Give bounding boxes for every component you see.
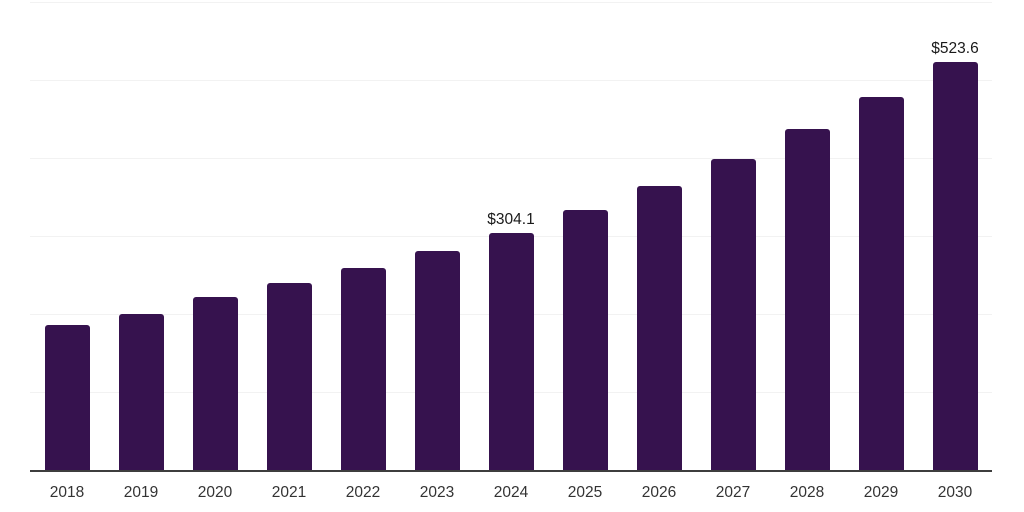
bar-column-2027 [696,2,770,470]
bar-2029 [858,96,904,470]
x-tick-2021: 2021 [271,484,307,501]
bar-column-2030: $523.6 [918,2,992,470]
bar-2023 [414,250,460,470]
bar-2030 [932,61,978,470]
bar-column-2020 [178,2,252,470]
x-tick-2025: 2025 [567,484,603,501]
bar-column-2028 [770,2,844,470]
bar-value-label-2030: $523.6 [931,40,979,58]
bar-column-2029 [844,2,918,470]
x-tick-2023: 2023 [419,484,455,501]
x-axis-line [30,470,992,472]
bar-2020 [192,297,238,470]
bar-column-2025 [548,2,622,470]
x-tick-2019: 2019 [123,484,159,501]
x-axis-labels: 2018 2019 2020 2021 2022 2023 2024 2025 2026 2027… [30,470,992,512]
x-tick-2020: 2020 [197,484,233,501]
x-tick-2018: 2018 [49,484,85,501]
plot-area: $304.1 $523.6 [30,2,992,472]
bar-2024 [488,232,534,470]
bar-column-2023 [400,2,474,470]
bar-column-2026 [622,2,696,470]
bar-2027 [710,158,756,470]
bar-column-2019 [104,2,178,470]
bar-2021 [266,282,312,470]
bar-2028 [784,129,830,470]
bar-2018 [44,324,90,470]
bar-column-2021 [252,2,326,470]
x-tick-2026: 2026 [641,484,677,501]
bar-column-2018 [30,2,104,470]
bar-column-2022 [326,2,400,470]
gridline-400 [30,158,992,159]
bar-column-2024: $304.1 [474,2,548,470]
gridline-500 [30,80,992,81]
x-tick-2030: 2030 [937,484,973,501]
bar-2019 [118,314,164,470]
x-tick-2022: 2022 [345,484,381,501]
x-tick-2024: 2024 [493,484,529,501]
bar-value-label-2024: $304.1 [487,211,535,229]
bar-2025 [562,210,608,470]
x-tick-2028: 2028 [789,484,825,501]
bar-2026 [636,185,682,470]
bars-container: $304.1 $523.6 [30,2,992,470]
gridline-600 [30,2,992,3]
x-tick-2029: 2029 [863,484,899,501]
x-tick-2027: 2027 [715,484,751,501]
bar-2022 [340,267,386,470]
